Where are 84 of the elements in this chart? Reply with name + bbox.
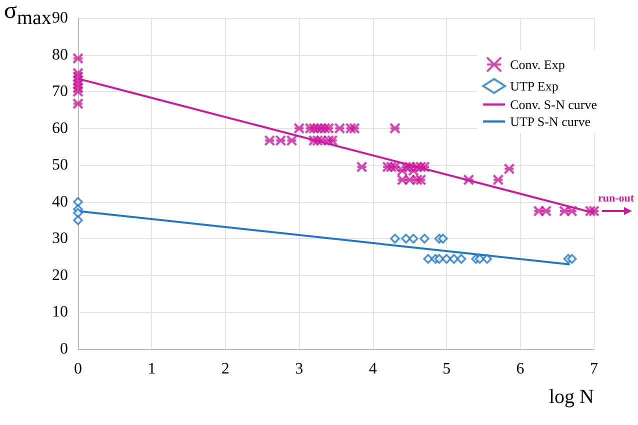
point: [423, 254, 434, 264]
y-tick-label: 40: [52, 193, 68, 210]
y-tick-label: 60: [52, 120, 68, 137]
point: [474, 254, 485, 264]
point: [326, 134, 338, 146]
point: [420, 234, 430, 244]
annotation: run-out: [598, 192, 634, 205]
point: [456, 254, 466, 264]
point: [411, 161, 423, 173]
point: [566, 254, 577, 264]
point: [286, 134, 298, 146]
point: [434, 254, 444, 264]
point: [348, 122, 360, 134]
x-tick-label: 1: [148, 360, 156, 378]
point: [533, 205, 544, 217]
point: [449, 254, 459, 264]
point: [442, 254, 452, 264]
x-tick-label: 6: [516, 360, 524, 378]
point: [408, 234, 418, 244]
legend-label: Conv. S-N curve: [510, 97, 598, 112]
x-axis-title: log N: [549, 386, 594, 408]
y-tick-label: 50: [52, 156, 68, 174]
point: [345, 122, 356, 134]
point: [72, 78, 84, 90]
point: [323, 134, 334, 146]
point: [415, 174, 426, 186]
point: [72, 74, 84, 86]
point: [72, 82, 84, 94]
x-tick-label: 5: [442, 360, 451, 378]
point: [319, 122, 331, 134]
point: [73, 208, 83, 218]
point: [275, 134, 286, 146]
y-tick-label: 70: [52, 83, 68, 100]
point: [415, 161, 426, 173]
y-tick-label: 30: [52, 230, 68, 248]
point: [404, 174, 416, 186]
point: [390, 234, 400, 244]
x-tick-label: 2: [221, 360, 230, 378]
point: [294, 122, 305, 134]
point: [396, 174, 408, 186]
point: [264, 134, 276, 146]
point: [463, 174, 474, 186]
point: [73, 215, 83, 226]
point: [316, 122, 327, 134]
x-tick-label: 0: [74, 360, 82, 378]
y-tick-label: 90: [52, 10, 68, 26]
x-tick-label: 3: [295, 360, 304, 378]
legend-label: UTP S-N curve: [510, 114, 591, 129]
point: [308, 122, 320, 134]
point: [492, 174, 504, 186]
y-tick-label: 80: [52, 46, 68, 64]
point: [482, 254, 492, 264]
point: [312, 134, 324, 146]
point: [72, 86, 84, 98]
point: [356, 161, 368, 173]
point: [308, 134, 320, 146]
point: [304, 122, 316, 134]
point: [72, 52, 84, 64]
point: [504, 163, 515, 174]
point: [566, 205, 578, 217]
point: [401, 234, 411, 244]
point: [334, 122, 346, 134]
point: [72, 98, 84, 110]
point: [389, 122, 401, 134]
point: [382, 161, 394, 173]
y-tick-label: 20: [52, 266, 68, 284]
point: [438, 234, 448, 244]
x-tick-label: 4: [368, 360, 377, 378]
point: [418, 161, 430, 173]
point: [323, 122, 334, 134]
point: [73, 196, 83, 207]
point: [312, 122, 324, 134]
point: [316, 134, 327, 146]
y-axis-title: σ$_{max}$: [4, 0, 52, 31]
legend-label: UTP Exp: [510, 78, 558, 94]
point: [404, 161, 416, 173]
x-tick-label: 7: [590, 360, 598, 378]
point: [540, 205, 552, 217]
y-tick-label: 10: [52, 304, 68, 321]
point: [72, 71, 84, 82]
point: [411, 174, 423, 186]
legend-label: Conv. Exp: [510, 57, 565, 72]
point: [558, 205, 570, 217]
y-tick-label: 0: [60, 340, 68, 358]
